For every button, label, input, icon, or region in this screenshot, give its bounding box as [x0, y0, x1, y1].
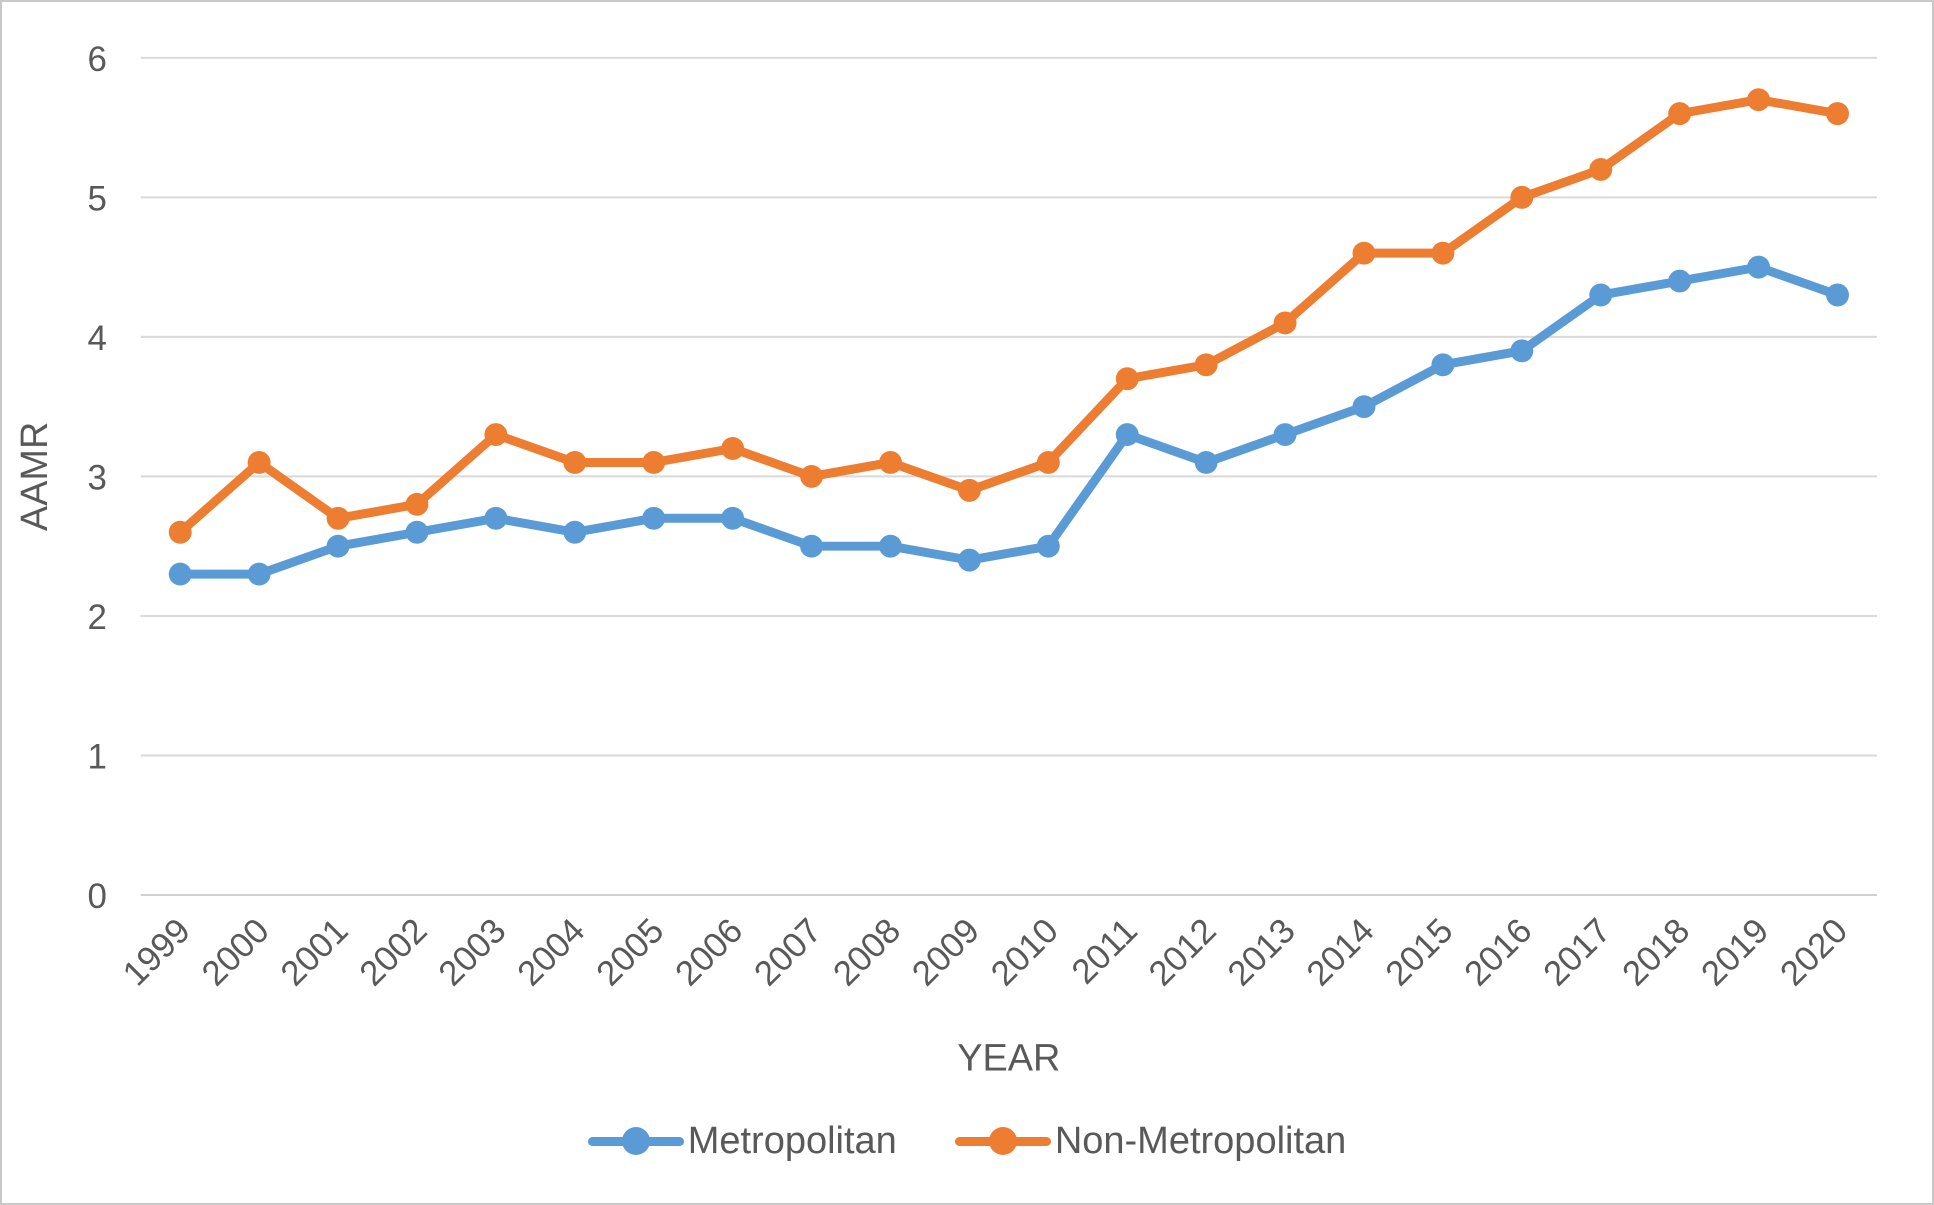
point-metropolitan-2003	[484, 506, 508, 530]
point-metropolitan-2006	[721, 506, 745, 530]
point-metropolitan-2008	[879, 534, 902, 558]
point-metropolitan-2001	[326, 534, 350, 558]
legend-label-metropolitan: Metropolitan	[687, 1119, 897, 1162]
point-metropolitan-2005	[642, 506, 666, 530]
point-metropolitan-2014	[1352, 395, 1376, 419]
point-non-metropolitan-2015	[1431, 241, 1455, 265]
point-metropolitan-2002	[405, 520, 429, 544]
point-metropolitan-2010	[1036, 534, 1060, 558]
x-axis-title: YEAR	[957, 1037, 1060, 1079]
point-metropolitan-2018	[1668, 269, 1692, 293]
point-metropolitan-2011	[1115, 423, 1139, 447]
legend-label-non-metropolitan: Non-Metropolitan	[1054, 1119, 1347, 1162]
point-non-metropolitan-2001	[326, 506, 350, 530]
x-tick-label-2019: 2019	[1694, 911, 1776, 993]
point-non-metropolitan-2000	[247, 451, 271, 474]
point-metropolitan-2004	[563, 520, 587, 544]
x-tick-label-2004: 2004	[510, 911, 592, 993]
y-tick-label-0: 0	[87, 877, 106, 916]
x-tick-label-2020: 2020	[1773, 911, 1855, 993]
x-tick-label-2013: 2013	[1220, 911, 1302, 993]
point-metropolitan-2009	[957, 548, 981, 572]
point-metropolitan-2015	[1431, 353, 1455, 377]
y-tick-label-6: 6	[87, 40, 106, 79]
point-metropolitan-2007	[800, 534, 824, 558]
point-metropolitan-2017	[1589, 283, 1613, 307]
point-non-metropolitan-2007	[800, 464, 824, 488]
point-non-metropolitan-2012	[1194, 353, 1218, 377]
y-tick-label-2: 2	[87, 598, 106, 637]
point-metropolitan-2000	[247, 562, 271, 586]
point-metropolitan-2012	[1194, 451, 1218, 474]
point-metropolitan-2016	[1510, 339, 1534, 363]
legend-item-non-metropolitan: Non-Metropolitan	[954, 1119, 1347, 1163]
point-metropolitan-2013	[1273, 423, 1297, 447]
metropolitan-series-marker-icon	[587, 1127, 684, 1155]
point-non-metropolitan-2009	[957, 478, 981, 502]
point-non-metropolitan-2006	[721, 437, 745, 460]
point-non-metropolitan-2003	[484, 423, 508, 447]
legend-dot	[621, 1127, 650, 1155]
legend-dot	[988, 1127, 1017, 1155]
x-tick-label-2005: 2005	[589, 911, 671, 993]
x-tick-label-2002: 2002	[352, 911, 434, 993]
chart-legend: Metropolitan Non-Metropolitan	[2, 1110, 1932, 1172]
series-line-non-metropolitan	[175, 95, 1842, 537]
point-non-metropolitan-2020	[1826, 102, 1849, 126]
series-group	[168, 88, 1849, 586]
y-tick-label-4: 4	[87, 319, 106, 358]
non-metropolitan-series-marker-icon	[954, 1127, 1051, 1155]
x-tick-label-2003: 2003	[431, 911, 513, 993]
x-tick-label-2006: 2006	[668, 911, 750, 993]
point-metropolitan-2019	[1747, 255, 1771, 279]
x-tick-label-2007: 2007	[747, 911, 829, 993]
y-tick-label-3: 3	[87, 458, 106, 497]
point-non-metropolitan-2011	[1115, 367, 1139, 391]
point-non-metropolitan-2010	[1036, 451, 1060, 474]
point-metropolitan-1999	[168, 562, 192, 586]
point-non-metropolitan-2002	[405, 492, 429, 516]
x-tick-label-2017: 2017	[1536, 911, 1618, 993]
x-tick-label-2010: 2010	[983, 911, 1065, 993]
y-tick-label-5: 5	[87, 179, 106, 218]
x-tick-label-2000: 2000	[194, 911, 276, 993]
y-axis-title: AAMR	[14, 422, 56, 531]
point-non-metropolitan-2005	[642, 451, 666, 474]
x-tick-label-2016: 2016	[1457, 911, 1539, 993]
point-non-metropolitan-2014	[1352, 241, 1376, 265]
x-tick-label-2018: 2018	[1615, 911, 1697, 993]
point-non-metropolitan-2019	[1747, 88, 1771, 112]
gridlines-group	[140, 56, 1877, 897]
point-non-metropolitan-2004	[563, 451, 587, 474]
point-metropolitan-2020	[1826, 283, 1849, 307]
x-tick-label-2015: 2015	[1378, 911, 1460, 993]
x-tick-label-2014: 2014	[1299, 911, 1381, 993]
point-non-metropolitan-2018	[1668, 102, 1692, 126]
series-line-metropolitan	[175, 262, 1842, 579]
x-tick-label-2008: 2008	[826, 911, 908, 993]
point-non-metropolitan-2013	[1273, 311, 1297, 335]
y-tick-label-1: 1	[87, 737, 106, 776]
point-non-metropolitan-2008	[879, 451, 902, 474]
point-non-metropolitan-2016	[1510, 185, 1534, 209]
x-tick-label-2001: 2001	[273, 911, 355, 993]
x-tick-label-2009: 2009	[905, 911, 987, 993]
x-tick-label-1999: 1999	[115, 911, 197, 993]
legend-item-metropolitan: Metropolitan	[587, 1119, 897, 1163]
x-tick-label-2011: 2011	[1064, 911, 1145, 992]
point-non-metropolitan-1999	[168, 520, 192, 544]
x-tick-label-2012: 2012	[1141, 911, 1223, 993]
point-non-metropolitan-2017	[1589, 157, 1613, 181]
